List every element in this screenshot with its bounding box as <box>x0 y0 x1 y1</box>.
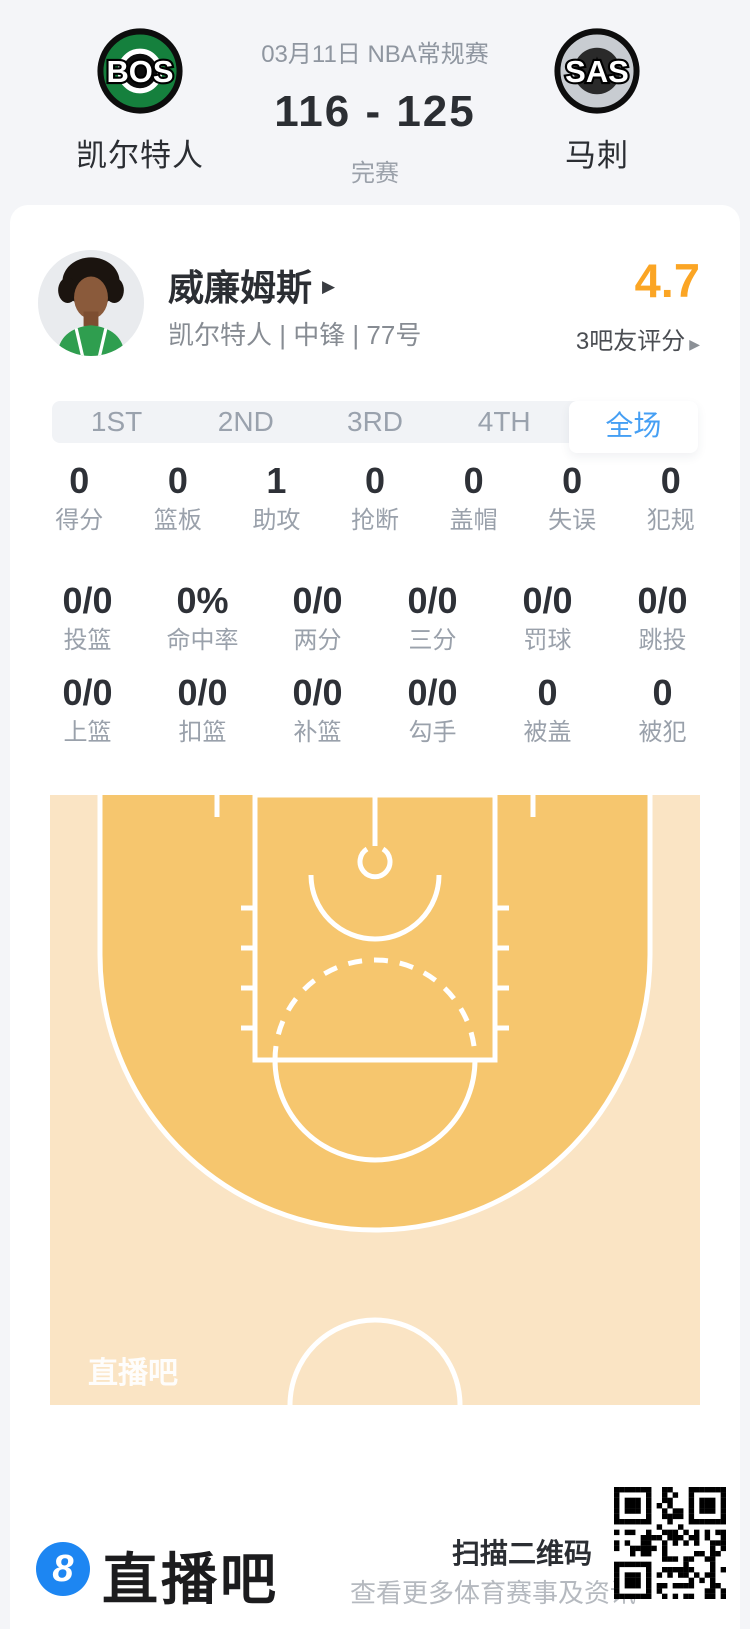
svg-text:BOS: BOS <box>106 54 173 89</box>
stat-value: 0/0 <box>177 672 228 713</box>
stat-col: 0/0 罚球 <box>490 580 605 656</box>
home-team-name: 凯尔特人 <box>76 138 204 173</box>
match-center: 03月11日 NBA常规赛 116 - 125 完赛 <box>225 0 525 188</box>
stat-col: 0% 命中率 <box>145 580 260 656</box>
rating-arrow-icon: ▶ <box>689 336 700 352</box>
stat-label: 助攻 <box>252 507 301 534</box>
stat-label: 失误 <box>548 507 597 534</box>
stat-value: 0 <box>69 460 90 501</box>
home-team-logo-icon: BOS <box>97 28 183 114</box>
stat-value: 0/0 <box>62 580 113 621</box>
stat-col: 0/0 上篮 <box>30 672 145 748</box>
court-watermark: 直播吧 <box>88 1357 178 1390</box>
stat-col: 0 得分 <box>30 460 129 536</box>
stat-value: 0/0 <box>522 580 573 621</box>
home-team-block: BOS 凯尔特人 <box>40 0 240 175</box>
stat-label: 被盖 <box>523 719 572 746</box>
away-team-name: 马刺 <box>565 138 629 173</box>
stat-col: 0/0 扣篮 <box>145 672 260 748</box>
stat-value: 0/0 <box>292 580 343 621</box>
player-name: 威廉姆斯 <box>168 267 313 308</box>
player-info: 凯尔特人 | 中锋 | 77号 <box>168 320 422 350</box>
stat-col: 0/0 两分 <box>260 580 375 656</box>
stat-col: 0 抢断 <box>326 460 425 536</box>
match-status: 完赛 <box>351 160 399 187</box>
stat-value: 0/0 <box>62 672 113 713</box>
stat-value: 0% <box>176 580 229 621</box>
away-team-logo-icon: SAS <box>554 28 640 114</box>
match-date: 03月11日 NBA常规赛 <box>261 41 489 68</box>
stat-value: 0/0 <box>292 672 343 713</box>
stat-label: 三分 <box>408 627 457 654</box>
match-header: BOS 凯尔特人 03月11日 NBA常规赛 116 - 125 完赛 SAS … <box>0 0 750 205</box>
stat-col: 0/0 三分 <box>375 580 490 656</box>
stat-value: 0 <box>463 460 484 501</box>
stat-label: 命中率 <box>166 627 239 654</box>
stat-value: 0 <box>652 672 673 713</box>
quarter-tab[interactable]: 2ND <box>217 406 274 437</box>
stat-label: 两分 <box>293 627 342 654</box>
zhibo8-logo-text: 直播吧 <box>102 1548 279 1611</box>
player-avatar <box>38 250 144 356</box>
match-score: 116 - 125 <box>274 87 476 136</box>
stat-value: 1 <box>266 460 287 501</box>
stat-col: 0/0 跳投 <box>605 580 720 656</box>
stat-col: 0 犯规 <box>621 460 720 536</box>
quarter-tab[interactable]: 3RD <box>347 406 404 437</box>
stat-value: 0 <box>660 460 681 501</box>
stat-label: 盖帽 <box>449 507 498 534</box>
stat-label: 补篮 <box>293 719 342 746</box>
stat-col: 0 被犯 <box>605 672 720 748</box>
quarter-tab[interactable]: 全场 <box>568 401 699 453</box>
stat-col: 0 失误 <box>523 460 622 536</box>
quarter-tabbar: 1ST 2ND 3RD 4TH 全场 <box>52 401 699 453</box>
player-name-row[interactable]: 威廉姆斯 ▶ <box>168 261 335 309</box>
stat-value: 0/0 <box>407 672 458 713</box>
quarter-tab[interactable]: 4TH <box>477 406 531 437</box>
stat-label: 投篮 <box>63 627 112 654</box>
stat-value: 0 <box>562 460 583 501</box>
player-rating: 4.7 <box>634 254 700 307</box>
stat-value: 0 <box>537 672 558 713</box>
zhibo8-logo-icon: 8 <box>36 1542 90 1596</box>
quarter-tab[interactable]: 1ST <box>90 406 143 437</box>
stat-label: 跳投 <box>638 627 687 654</box>
away-team-block: SAS 马刺 <box>497 0 697 175</box>
stat-label: 抢断 <box>351 507 400 534</box>
stat-col: 0/0 补篮 <box>260 672 375 748</box>
stat-value: 0 <box>167 460 188 501</box>
player-stats-card: 威廉姆斯 ▶ 凯尔特人 | 中锋 | 77号 4.7 3吧友评分 ▶ 1ST 2N… <box>10 205 740 1629</box>
scan-qr-subtitle: 查看更多体育赛事及资讯 <box>350 1578 637 1608</box>
shot-chart-court: 直播吧 <box>50 795 700 1405</box>
stat-value: 0 <box>365 460 386 501</box>
stat-value: 0/0 <box>637 580 688 621</box>
stat-label: 犯规 <box>646 507 695 534</box>
rating-link[interactable]: 3吧友评分 ▶ <box>576 321 700 356</box>
stat-label: 罚球 <box>523 627 572 654</box>
stats-row-detail: 0/0 上篮 0/0 扣篮 0/0 补篮 0/0 勾手 0 被盖 <box>30 672 720 748</box>
stat-label: 得分 <box>55 507 104 534</box>
stat-label: 被犯 <box>638 719 687 746</box>
stat-label: 扣篮 <box>178 719 227 746</box>
stat-label: 上篮 <box>63 719 112 746</box>
stat-col: 0 被盖 <box>490 672 605 748</box>
svg-text:SAS: SAS <box>565 54 629 89</box>
stat-label: 篮板 <box>153 507 202 534</box>
rating-label: 3吧友评分 <box>575 328 686 355</box>
stat-col: 0 篮板 <box>129 460 228 536</box>
stat-label: 勾手 <box>408 719 457 746</box>
stat-col: 1 助攻 <box>227 460 326 536</box>
stat-value: 0/0 <box>407 580 458 621</box>
player-detail-arrow-icon: ▶ <box>322 277 336 296</box>
stats-row-main: 0 得分 0 篮板 1 助攻 0 抢断 0 盖帽 <box>30 460 720 536</box>
stat-col: 0 盖帽 <box>424 460 523 536</box>
stat-col: 0/0 投篮 <box>30 580 145 656</box>
stats-row-shooting: 0/0 投篮 0% 命中率 0/0 两分 0/0 三分 0/0 罚球 <box>30 580 720 656</box>
player-photo <box>38 250 144 356</box>
scan-qr-title: 扫描二维码 <box>452 1538 593 1569</box>
stat-col: 0/0 勾手 <box>375 672 490 748</box>
qr-code <box>614 1487 726 1599</box>
